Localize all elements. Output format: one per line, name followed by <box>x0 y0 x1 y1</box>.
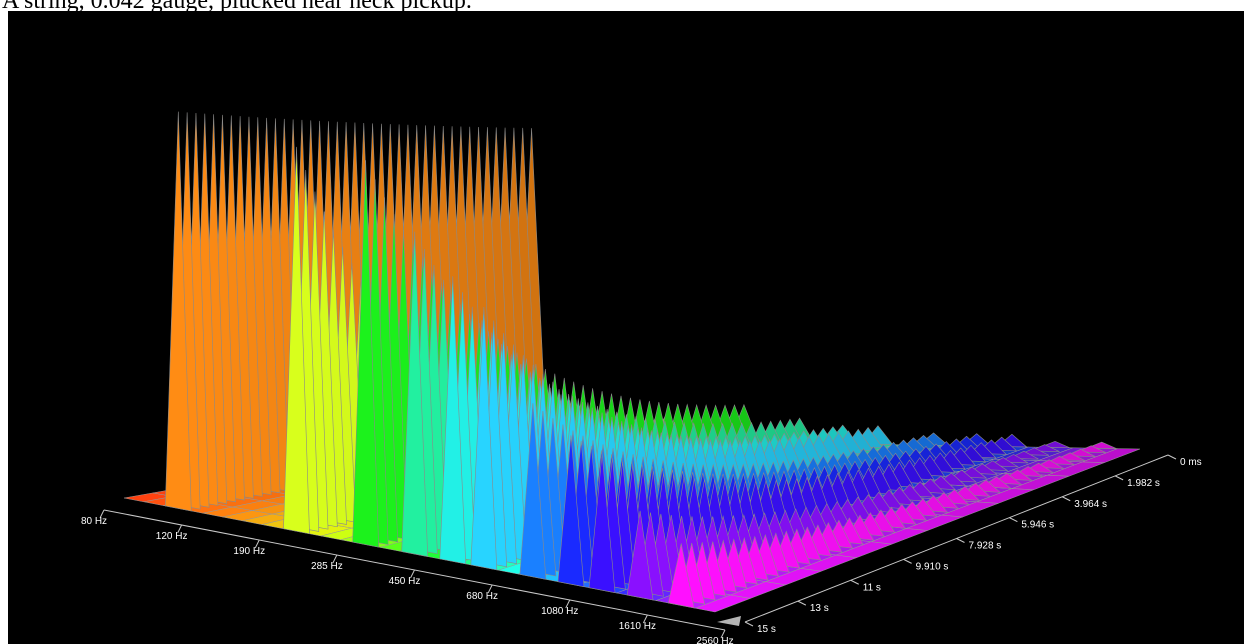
time-tick <box>1114 475 1124 481</box>
peak-slice <box>470 306 498 571</box>
frequency-tick <box>177 524 183 534</box>
frequency-tick-label: 1610 Hz <box>619 621 656 632</box>
peak-slice <box>667 543 695 609</box>
peak-slice <box>557 435 585 588</box>
time-tick <box>744 621 754 627</box>
time-tick-label: 15 s <box>757 624 776 635</box>
time-tick <box>903 558 912 564</box>
peak-slice <box>519 403 547 580</box>
frequency-tick-label: 285 Hz <box>311 561 343 572</box>
waterfall-chart: 80 Hz 120 Hz 190 Hz 285 Hz 450 Hz 680 Hz 1080 … <box>81 111 1202 644</box>
frequency-tick-label: 120 Hz <box>156 531 188 542</box>
time-tick-label: 13 s <box>810 603 829 614</box>
frequency-tick-label: 2560 Hz <box>696 636 733 644</box>
frequency-tick-label: 190 Hz <box>233 546 265 557</box>
frequency-tick <box>642 614 648 624</box>
frequency-tick-label: 1080 Hz <box>541 606 578 617</box>
frequency-tick <box>720 629 726 639</box>
caption: A string, 0.042 gauge, plucked near neck… <box>2 0 472 14</box>
frequency-tick <box>254 539 260 549</box>
frequency-tick-label: 680 Hz <box>466 591 498 602</box>
time-tick-label: 5.946 s <box>1021 520 1054 531</box>
axis-arrowhead <box>717 616 741 626</box>
time-tick-label: 7.928 s <box>969 541 1002 552</box>
frequency-tick <box>565 599 571 609</box>
time-tick-label: 11 s <box>863 582 881 593</box>
axes: 80 Hz 120 Hz 190 Hz 285 Hz 450 Hz 680 Hz 1080 … <box>81 454 1202 644</box>
frequency-tick <box>332 554 338 564</box>
peak-slice <box>626 510 654 601</box>
time-tick-label: 9.910 s <box>916 561 949 572</box>
time-tick-label: 3.964 s <box>1074 499 1107 510</box>
spectral-peaks <box>164 111 1117 609</box>
frequency-tick <box>99 509 105 519</box>
time-tick <box>1062 496 1071 502</box>
frequency-tick <box>487 584 493 594</box>
peak-slice <box>588 453 616 594</box>
peak-slice <box>401 231 429 557</box>
frequency-tick <box>410 569 415 579</box>
floor-cell <box>1082 448 1141 463</box>
time-tick <box>850 579 859 585</box>
time-tick-label: 1.982 s <box>1127 478 1160 489</box>
frequency-tick-label: 450 Hz <box>389 576 421 587</box>
time-tick-label: 0 ms <box>1180 457 1202 468</box>
time-tick <box>956 538 965 543</box>
waterfall-plot: 80 Hz 120 Hz 190 Hz 285 Hz 450 Hz 680 Hz 1080 … <box>8 11 1244 644</box>
peak-slice <box>164 111 192 512</box>
peak-slice <box>439 276 467 565</box>
time-tick <box>1009 517 1018 523</box>
time-tick <box>797 600 807 606</box>
frequency-tick-label: 80 Hz <box>81 516 107 527</box>
time-tick <box>1167 454 1177 460</box>
peak-slice <box>352 160 379 548</box>
peak-slice <box>283 146 310 535</box>
